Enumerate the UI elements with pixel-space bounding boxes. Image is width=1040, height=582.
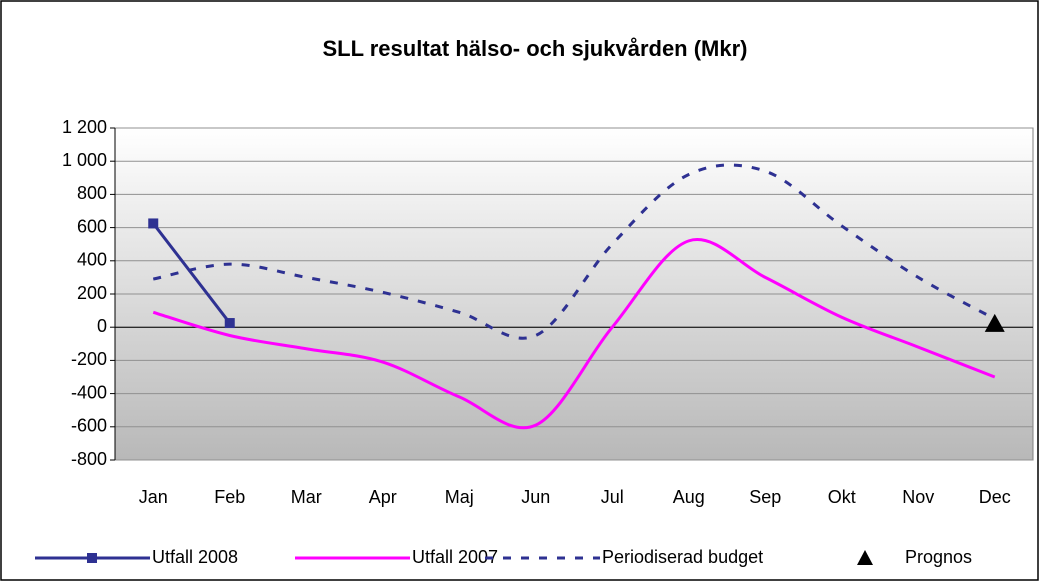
x-tick-label: Okt	[828, 487, 856, 507]
x-tick-label: Aug	[673, 487, 705, 507]
legend-label: Utfall 2008	[152, 547, 238, 567]
y-tick-label: -800	[71, 449, 107, 469]
series-marker	[148, 218, 159, 229]
x-tick-label: Dec	[979, 487, 1011, 507]
legend-marker	[857, 550, 873, 565]
y-tick-label: 1 200	[62, 117, 107, 137]
series-line	[152, 222, 231, 324]
y-tick-label: 0	[97, 316, 107, 336]
legend-label: Utfall 2007	[412, 547, 498, 567]
y-tick-label: -200	[71, 349, 107, 369]
x-tick-label: Apr	[369, 487, 397, 507]
series-marker	[984, 313, 1005, 332]
x-tick-label: Nov	[902, 487, 934, 507]
x-tick-label: Mar	[291, 487, 322, 507]
x-tick-label: Feb	[214, 487, 245, 507]
series-line	[152, 238, 996, 430]
x-tick-label: Jan	[139, 487, 168, 507]
series-line	[152, 163, 996, 340]
y-tick-label: 400	[77, 250, 107, 270]
series-marker	[224, 318, 235, 329]
legend-marker	[87, 553, 97, 563]
x-tick-label: Jun	[521, 487, 550, 507]
y-tick-label: -600	[71, 416, 107, 436]
legend-label: Periodiserad budget	[602, 547, 763, 567]
y-tick-label: 600	[77, 216, 107, 236]
y-tick-label: 800	[77, 183, 107, 203]
chart-title: SLL resultat hälso- och sjukvården (Mkr)	[322, 36, 747, 61]
x-tick-label: Maj	[445, 487, 474, 507]
legend-label: Prognos	[905, 547, 972, 567]
x-tick-label: Sep	[749, 487, 781, 507]
y-tick-label: 1 000	[62, 150, 107, 170]
y-tick-label: -400	[71, 382, 107, 402]
y-tick-label: 200	[77, 283, 107, 303]
x-tick-label: Jul	[601, 487, 624, 507]
